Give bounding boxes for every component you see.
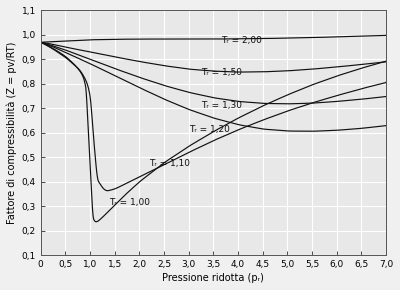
Text: Tᵣ = 1,00: Tᵣ = 1,00 — [109, 198, 150, 207]
Text: Tᵣ = 1,10: Tᵣ = 1,10 — [149, 159, 190, 168]
Y-axis label: Fattore di compressibilità (Z = pv/RT): Fattore di compressibilità (Z = pv/RT) — [7, 41, 18, 224]
Text: Tᵣ = 1,20: Tᵣ = 1,20 — [189, 125, 230, 134]
Text: Tᵣ = 2,00: Tᵣ = 2,00 — [221, 36, 262, 45]
Text: Tᵣ = 1,30: Tᵣ = 1,30 — [201, 101, 242, 110]
X-axis label: Pressione ridotta (pᵣ): Pressione ridotta (pᵣ) — [162, 273, 264, 283]
Text: Tᵣ = 1,50: Tᵣ = 1,50 — [201, 68, 242, 77]
